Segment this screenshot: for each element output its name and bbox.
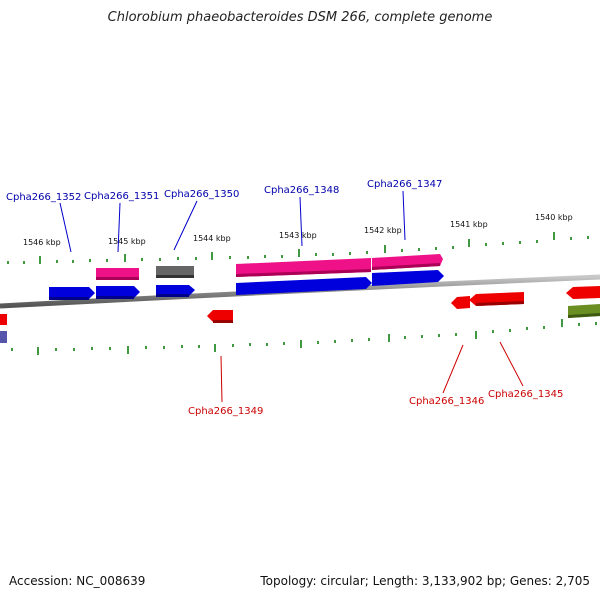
- gene-label-1349[interactable]: Cpha266_1349: [188, 406, 263, 417]
- gene-shadow: [372, 263, 440, 270]
- gene-blue-1352[interactable]: [49, 287, 95, 299]
- gene-shadow: [156, 294, 189, 297]
- gene-shadow: [156, 275, 194, 278]
- scale-label-1543: 1543 kbp: [279, 231, 317, 240]
- forward-leader-lines: [59, 190, 406, 253]
- gene-label-1345[interactable]: Cpha266_1345: [488, 389, 563, 400]
- gene-label-1346[interactable]: Cpha266_1346: [409, 396, 484, 407]
- leader-line-1349: [220, 355, 223, 403]
- gene-label-1352[interactable]: Cpha266_1352: [6, 192, 81, 203]
- scale-label-1542: 1542 kbp: [364, 226, 402, 235]
- scale-label-1545: 1545 kbp: [108, 237, 146, 246]
- gene-red-1346[interactable]: [451, 296, 470, 309]
- gene-label-1350[interactable]: Cpha266_1350: [164, 189, 239, 200]
- scale-label-1540: 1540 kbp: [535, 213, 573, 222]
- scale-label-1546: 1546 kbp: [23, 238, 61, 247]
- gene-shadow: [96, 296, 134, 299]
- gene-red-right-edge[interactable]: [566, 286, 600, 299]
- gene-red-1349[interactable]: [207, 310, 233, 322]
- reverse-leader-lines: [220, 341, 524, 403]
- gene-gray-1350[interactable]: [156, 266, 194, 277]
- scale-label-1541: 1541 kbp: [450, 220, 488, 229]
- gene-shadow: [213, 320, 233, 323]
- inner-tick-ring: [11, 319, 597, 355]
- leader-line-1345: [499, 341, 524, 387]
- gene-blue-1351[interactable]: [96, 286, 140, 298]
- genome-summary-text: Topology: circular; Length: 3,133,902 bp…: [260, 574, 590, 588]
- gene-purple-left-edge[interactable]: [0, 331, 7, 343]
- genome-title: Chlorobium phaeobacteroides DSM 266, com…: [107, 10, 493, 25]
- gene-blue-1347[interactable]: [372, 270, 444, 286]
- gene-label-1348[interactable]: Cpha266_1348: [264, 185, 339, 196]
- reverse-gene-track: [0, 286, 600, 343]
- leader-line-1352: [59, 202, 72, 253]
- gene-shadow: [49, 297, 89, 300]
- gene-shadow: [96, 277, 139, 280]
- gene-shadow: [568, 313, 600, 318]
- gene-pink-1351-outer[interactable]: [96, 268, 139, 279]
- leader-line-1346: [442, 344, 464, 394]
- gene-red-left-edge[interactable]: [0, 314, 7, 325]
- leader-line-1351: [117, 202, 121, 253]
- gene-shadow: [476, 301, 524, 306]
- forward-gene-track: [49, 254, 444, 300]
- accession-text: Accession: NC_008639: [9, 574, 146, 588]
- leader-line-1347: [402, 190, 406, 241]
- gene-blue-1348[interactable]: [236, 277, 372, 295]
- outer-tick-ring: [7, 232, 589, 264]
- leader-line-1350: [173, 200, 198, 251]
- gene-shadow: [236, 269, 371, 277]
- gene-blue-1350[interactable]: [156, 285, 195, 296]
- scale-label-1544: 1544 kbp: [193, 234, 231, 243]
- leader-line-1348: [299, 196, 303, 247]
- gene-label-1347[interactable]: Cpha266_1347: [367, 179, 442, 190]
- gene-label-1351[interactable]: Cpha266_1351: [84, 191, 159, 202]
